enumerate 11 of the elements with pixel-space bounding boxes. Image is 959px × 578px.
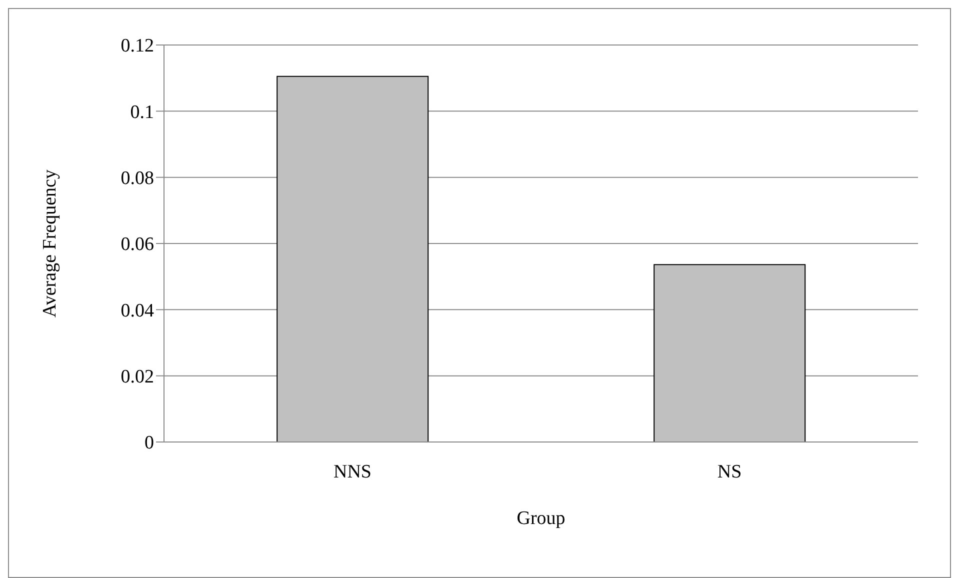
y-tick-label: 0.02 xyxy=(120,366,154,388)
y-tick-label: 0.12 xyxy=(120,36,154,57)
y-tick-label: 0.04 xyxy=(120,300,154,322)
y-tick-label: 0.06 xyxy=(120,234,154,256)
y-axis-title: Average Frequency xyxy=(40,169,61,318)
x-tick-label: NS xyxy=(717,461,742,482)
y-tick-label: 0.1 xyxy=(130,102,154,123)
x-axis-title: Group xyxy=(516,508,566,529)
y-tick-label: 0.08 xyxy=(120,168,154,190)
x-tick-label: NNS xyxy=(333,461,372,482)
y-tick-label: 0 xyxy=(144,432,154,454)
